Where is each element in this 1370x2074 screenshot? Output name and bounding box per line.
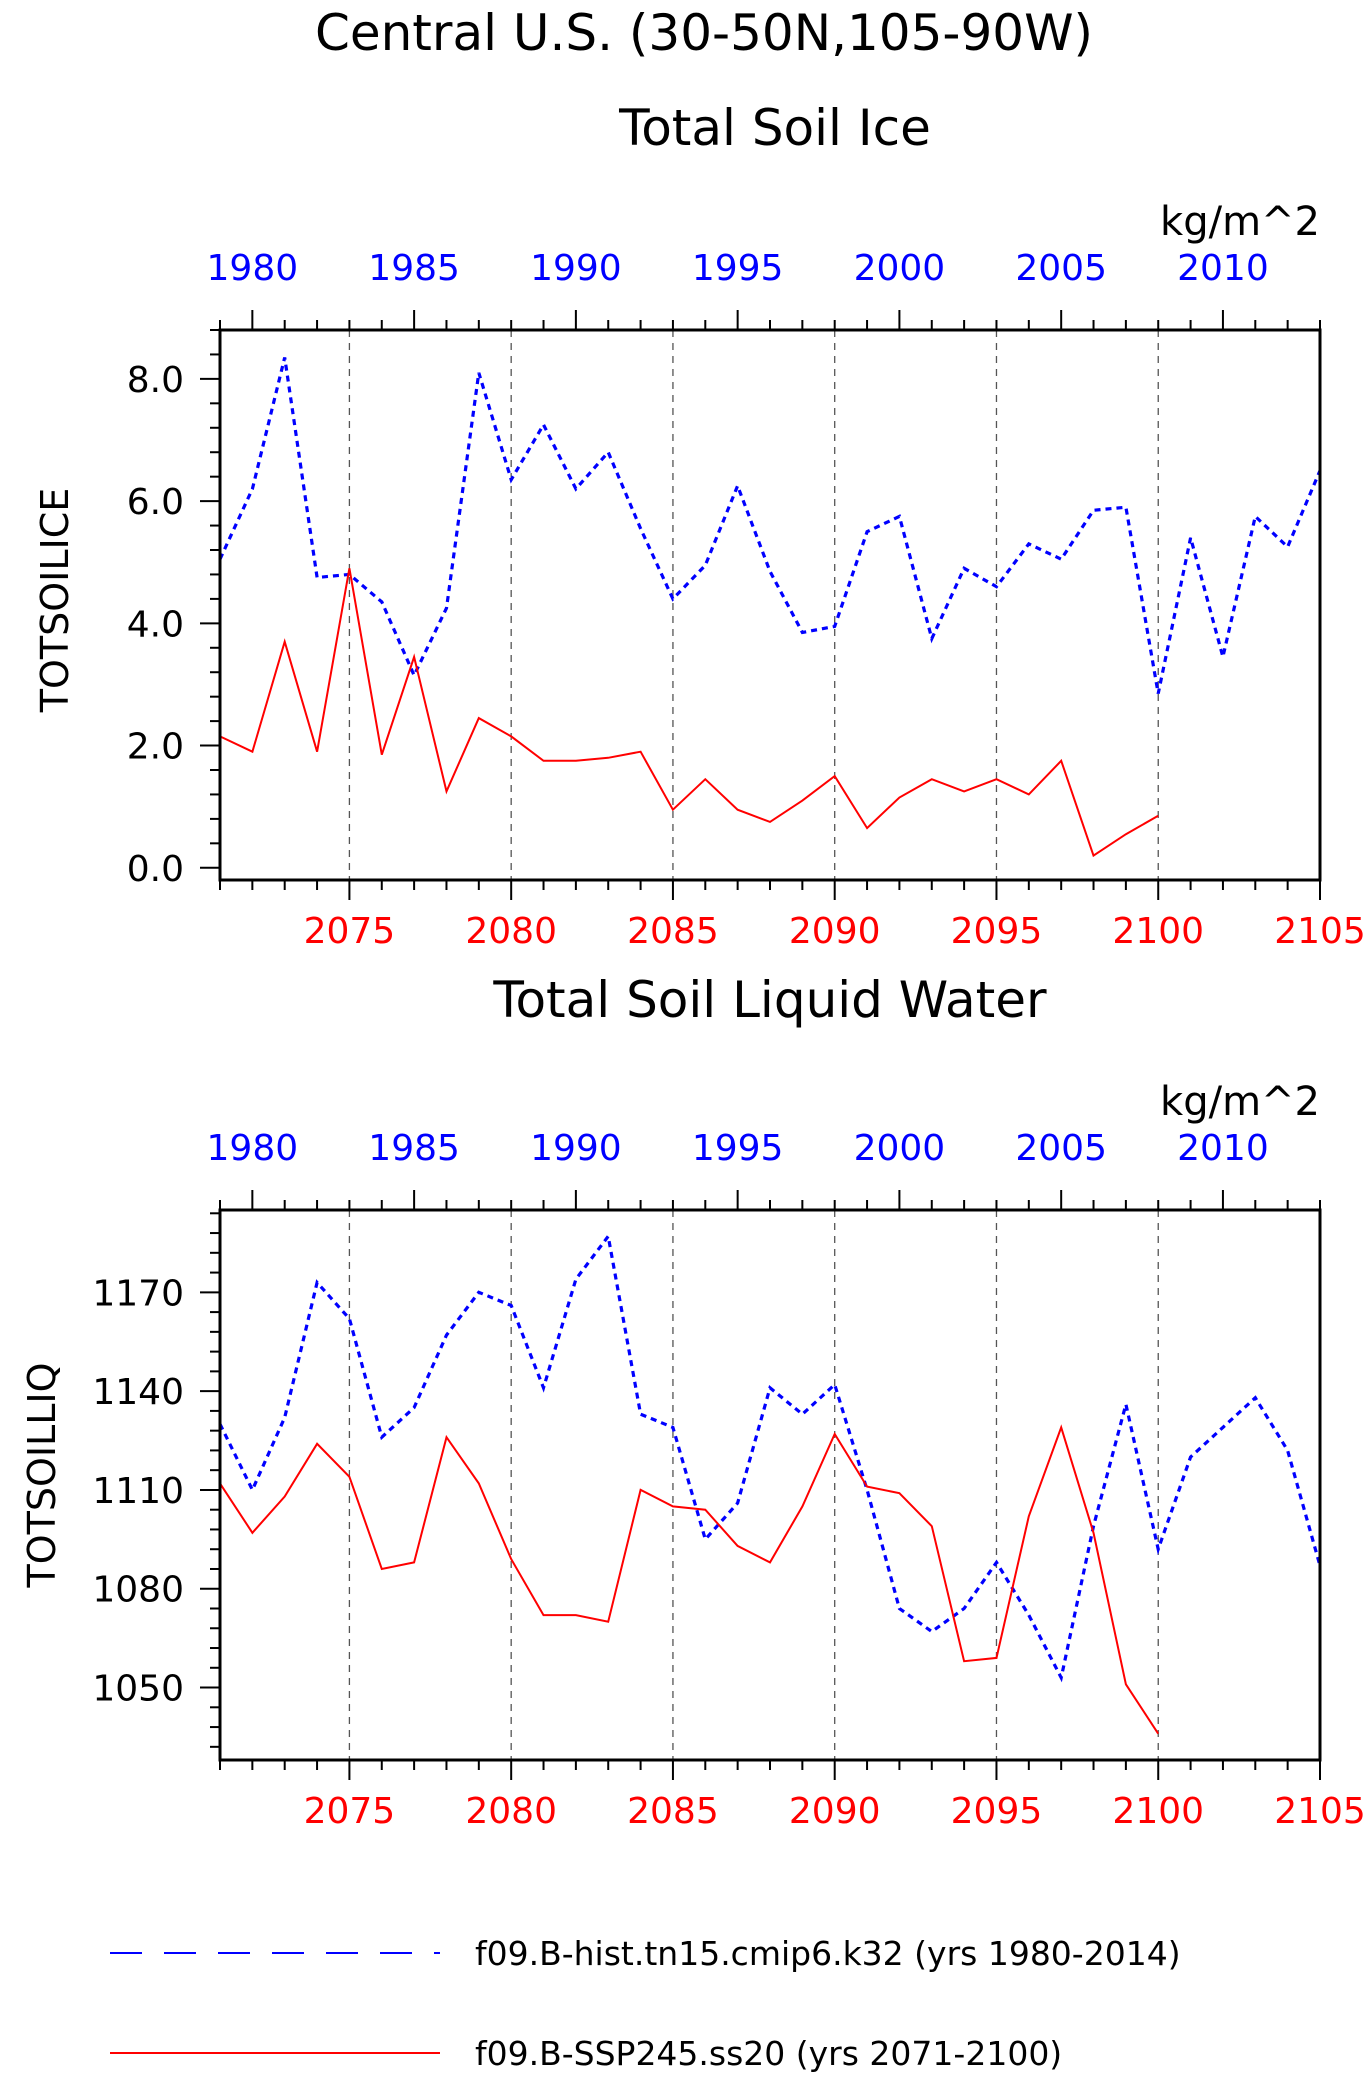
bottom-x-tick-label: 2075 [304,911,396,952]
top-x-tick-label: 2000 [854,1128,946,1169]
panel-soil-ice: Total Soil Ice kg/m^2 TOTSOILICE 1980 198… [33,99,1366,952]
bottom-x-tick-label: 2080 [465,1791,557,1832]
bottom-x-tick-label: 2090 [789,1791,881,1832]
top-x-tick-label: 1995 [692,248,784,289]
legend: f09.B-hist.tn15.cmip6.k32 (yrs 1980-2014… [110,1934,1181,2073]
bottom-x-tick-label: 2095 [951,911,1043,952]
y-axis-label: TOTSOILICE [33,488,77,714]
plot-frame [218,1208,1322,1762]
y-tick-label: 1080 [92,1570,184,1611]
y-tick-label: 2.0 [127,727,184,768]
top-x-tick-label: 1985 [368,1128,460,1169]
top-x-tick-label: 1980 [207,248,299,289]
vertical-gridlines [348,1210,1159,1760]
y-tick-label: 1110 [92,1471,184,1512]
top-x-tick-label: 1995 [692,1128,784,1169]
top-x-tick-label: 2010 [1177,248,1269,289]
bottom-x-tick-label: 2100 [1112,1791,1204,1832]
series-hist [218,357,1322,694]
top-x-tick-label: 1990 [530,248,622,289]
y-tick-label: 6.0 [127,482,184,523]
y-tick-label: 1140 [92,1372,184,1413]
series-line-hist [218,357,1322,694]
y-tick-label: 1170 [92,1273,184,1314]
top-x-tick-label: 2005 [1015,248,1107,289]
legend-label-hist: f09.B-hist.tn15.cmip6.k32 (yrs 1980-2014… [475,1934,1181,1973]
top-x-tick-label: 1980 [207,1128,299,1169]
series-ssp245 [219,568,1159,858]
legend-label-ssp: f09.B-SSP245.ss20 (yrs 2071-2100) [475,2034,1062,2073]
y-tick-label: 0.0 [127,849,184,890]
y-tick-label: 1050 [92,1669,184,1710]
top-x-tick-label: 1990 [530,1128,622,1169]
bottom-x-tick-label: 2105 [1274,911,1366,952]
series-line-hist [218,1232,1322,1683]
bottom-x-tick-label: 2075 [304,1791,396,1832]
series-ssp245 [219,1424,1160,1735]
bottom-x-tick-label: 2080 [465,911,557,952]
axes: 1980 1985 1990 1995 2000 2005 2010 2075 2080 2085… [127,248,1366,952]
y-tick-label: 8.0 [127,360,184,401]
panel-title: Total Soil Ice [618,99,931,157]
axes: 1980 1985 1990 1995 2000 2005 2010 2075 2080 2085… [92,1128,1365,1832]
bottom-x-tick-label: 2090 [789,911,881,952]
series-hist [218,1232,1322,1683]
units-label: kg/m^2 [1160,1079,1320,1125]
top-x-tick-label: 1985 [368,248,460,289]
top-x-tick-label: 2000 [854,248,946,289]
bottom-x-tick-label: 2085 [627,1791,719,1832]
series-line-ssp245 [219,1424,1160,1735]
bottom-x-tick-label: 2095 [951,1791,1043,1832]
plot-frame [218,328,1322,882]
bottom-x-tick-label: 2100 [1112,911,1204,952]
series-line-ssp245 [219,568,1159,858]
figure-title: Central U.S. (30-50N,105-90W) [315,4,1093,62]
y-tick-label: 4.0 [127,604,184,645]
bottom-x-tick-label: 2105 [1274,1791,1366,1832]
bottom-x-tick-label: 2085 [627,911,719,952]
top-x-tick-label: 2010 [1177,1128,1269,1169]
top-x-tick-label: 2005 [1015,1128,1107,1169]
y-axis-label: TOTSOILLIQ [20,1362,64,1588]
panel-title: Total Soil Liquid Water [492,971,1047,1029]
panel-soil-liquid-water: Total Soil Liquid Water kg/m^2 TOTSOILLI… [20,971,1366,1832]
vertical-gridlines [348,330,1159,880]
units-label: kg/m^2 [1160,199,1320,245]
